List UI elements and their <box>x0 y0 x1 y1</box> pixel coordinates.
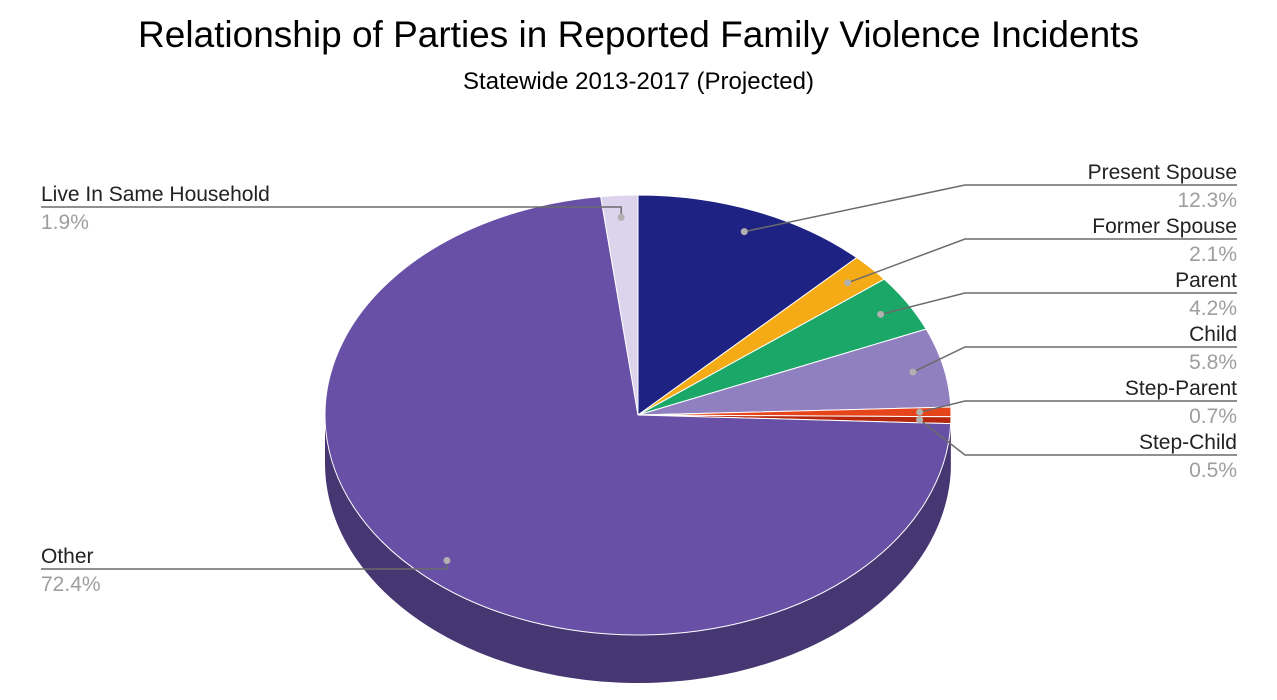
leader-line-present-spouse <box>744 184 1237 233</box>
leader-line-former-spouse <box>847 238 1237 284</box>
leader-dot-other <box>443 557 451 565</box>
slice-label-parent: Parent <box>1175 269 1237 292</box>
slice-value-step-child: 0.5% <box>1189 459 1237 482</box>
labels-layer: Present Spouse 12.3% Former Spouse 2.1% Pare… <box>41 161 1237 596</box>
chart-title: Relationship of Parties in Reported Fami… <box>138 14 1139 55</box>
slice-value-parent: 4.2% <box>1189 297 1237 320</box>
slice-label-child: Child <box>1189 323 1237 346</box>
leader-dot-present-spouse <box>740 228 748 236</box>
slice-value-child: 5.8% <box>1189 351 1237 374</box>
leader-dot-step-parent <box>916 408 924 416</box>
leader-line-parent <box>880 292 1237 316</box>
pie-slice-other[interactable] <box>324 196 952 636</box>
leader-dot-step-child <box>916 416 924 424</box>
slice-label-step-parent: Step-Parent <box>1125 377 1237 400</box>
slice-value-live-in-same-household: 1.9% <box>41 211 89 234</box>
slice-value-other: 72.4% <box>41 573 101 596</box>
slice-label-former-spouse: Former Spouse <box>1092 215 1237 238</box>
slice-value-former-spouse: 2.1% <box>1189 243 1237 266</box>
slice-label-present-spouse: Present Spouse <box>1088 161 1237 184</box>
leader-line-step-child <box>919 419 1237 456</box>
slice-label-step-child: Step-Child <box>1139 431 1237 454</box>
leader-line-child <box>912 346 1237 373</box>
pie-top-layer <box>324 194 952 636</box>
chart-subtitle: Statewide 2013-2017 (Projected) <box>463 68 814 95</box>
leader-line-step-parent <box>919 400 1237 413</box>
leader-dot-parent <box>877 310 885 318</box>
pie-side-other <box>325 415 951 683</box>
slice-label-other: Other <box>41 545 94 568</box>
pie-slice-live-in-same-household[interactable] <box>600 194 639 416</box>
leader-dot-child <box>909 368 917 376</box>
slice-value-present-spouse: 12.3% <box>1177 189 1237 212</box>
leader-dot-live-in-same-household <box>617 213 625 221</box>
leader-dot-former-spouse <box>844 279 852 287</box>
slice-value-step-parent: 0.7% <box>1189 405 1237 428</box>
leader-lines-layer <box>41 184 1237 570</box>
pie-slice-present-spouse[interactable] <box>637 194 858 416</box>
slice-label-live-in-same-household: Live In Same Household <box>41 183 270 206</box>
